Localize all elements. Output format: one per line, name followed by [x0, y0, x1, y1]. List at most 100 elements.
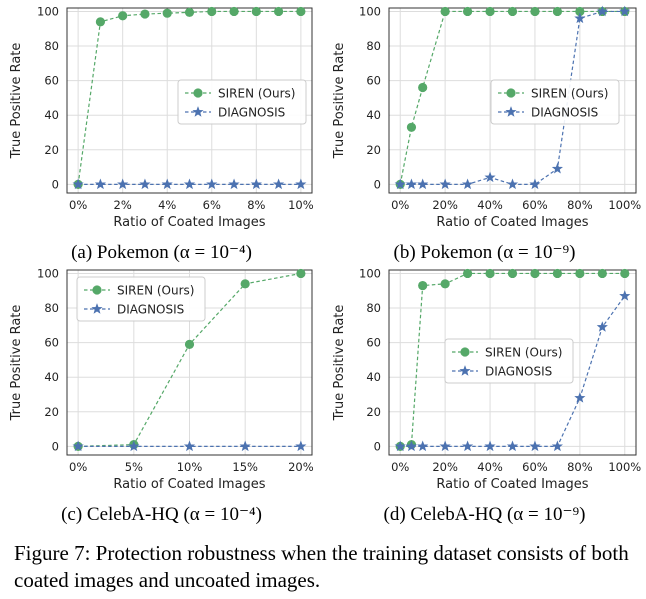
y-tick-label: 0: [52, 177, 59, 191]
y-tick-label: 20: [44, 405, 59, 419]
data-point: [485, 268, 495, 279]
y-axis-label: True Positive Rate: [332, 43, 347, 160]
chart-svg: 0 20 40 60 80 100 0% 20% 40% 60% 80% 100% Ratio of C…: [332, 266, 641, 492]
x-tick-label: 100%: [608, 198, 641, 212]
data-point: [394, 178, 406, 190]
legend-label: SIREN (Ours): [531, 87, 608, 101]
x-tick-label: 0%: [391, 198, 409, 212]
x-tick-label: 2%: [114, 198, 132, 212]
data-point: [462, 6, 473, 17]
y-tick-label: 0: [374, 177, 381, 191]
data-point: [273, 6, 284, 17]
data-point: [72, 178, 84, 190]
legend-label: SIREN (Ours): [117, 284, 194, 298]
data-point: [574, 392, 586, 403]
y-axis-label: True Positive Rate: [9, 43, 24, 160]
data-point: [551, 440, 563, 452]
data-point: [462, 440, 474, 452]
chart-svg: 0 20 40 60 80 100 0% 20% 40% 60% 80% 100% Ratio of C…: [332, 4, 641, 230]
data-point: [485, 6, 495, 17]
x-tick-label: 80%: [567, 198, 593, 212]
chart-panel-c: 0 20 40 60 80 100 0% 5% 10% 15% 20% Ratio of Coated…: [0, 262, 323, 502]
y-tick-label: 80: [44, 39, 59, 53]
figure-caption: Figure 7: Protection robustness when the…: [14, 541, 629, 592]
data-point: [118, 11, 128, 21]
data-point: [240, 279, 250, 289]
x-tick-label: 0%: [69, 198, 87, 212]
x-tick-label: 10%: [288, 198, 314, 212]
y-tick-label: 60: [366, 74, 381, 88]
data-point: [295, 178, 307, 190]
data-point: [417, 178, 429, 190]
subcaption-a: (a) Pokemon (α = 10⁻⁴): [71, 242, 252, 263]
data-point: [183, 178, 196, 190]
x-axis-label: Ratio of Coated Images: [113, 215, 265, 230]
data-point: [418, 82, 428, 93]
x-tick-label: 4%: [158, 198, 176, 212]
legend-label: DIAGNOSIS: [485, 365, 552, 379]
data-point: [239, 440, 251, 452]
legend-marker: [92, 285, 102, 295]
data-point: [552, 268, 563, 279]
data-point: [184, 7, 195, 17]
data-point: [462, 268, 473, 279]
data-point: [207, 6, 217, 17]
subcaption-d: (d) CelebA-HQ (α = 10⁻⁹): [383, 504, 586, 525]
data-point: [273, 178, 285, 190]
data-point: [128, 440, 140, 452]
x-tick-label: 40%: [477, 460, 503, 474]
data-point: [405, 440, 418, 452]
y-tick-label: 40: [44, 370, 59, 384]
legend: SIREN (Ours) DIAGNOSIS: [490, 79, 620, 125]
x-axis-label: Ratio of Coated Images: [436, 477, 588, 492]
legend-box: [490, 79, 620, 125]
y-axis-label: True Positive Rate: [332, 305, 347, 422]
data-point: [574, 12, 586, 24]
legend-box: [76, 276, 206, 322]
data-point: [619, 290, 631, 301]
y-tick-label: 100: [37, 266, 59, 280]
legend-marker: [506, 88, 516, 98]
legend-label: DIAGNOSIS: [117, 303, 184, 317]
legend-label: SIREN (Ours): [218, 87, 295, 101]
data-point: [183, 440, 196, 452]
x-axis-label: Ratio of Coated Images: [436, 215, 588, 230]
y-tick-label: 20: [366, 143, 381, 157]
data-point: [228, 178, 240, 190]
data-point: [529, 178, 541, 190]
data-point: [418, 280, 428, 291]
data-point: [394, 440, 406, 452]
data-point: [530, 268, 540, 279]
data-point: [596, 321, 608, 332]
legend-marker: [459, 365, 471, 376]
x-tick-label: 100%: [608, 460, 641, 474]
x-axis-label: Ratio of Coated Images: [113, 477, 265, 492]
data-point: [250, 178, 262, 190]
data-point: [139, 178, 151, 190]
y-tick-label: 80: [366, 301, 381, 315]
x-tick-label: 20%: [432, 198, 458, 212]
x-tick-label: 40%: [477, 198, 503, 212]
data-point: [506, 440, 519, 452]
x-tick-label: 60%: [522, 460, 548, 474]
legend-marker: [192, 106, 204, 117]
data-point: [417, 440, 429, 452]
y-axis-label: True Positive Rate: [9, 305, 24, 422]
data-point: [484, 440, 496, 452]
y-tick-label: 20: [366, 405, 381, 419]
x-tick-label: 15%: [232, 460, 258, 474]
legend-label: DIAGNOSIS: [218, 106, 285, 120]
series-1: [72, 178, 307, 190]
data-point: [551, 162, 563, 174]
data-point: [619, 5, 631, 17]
data-point: [620, 268, 630, 279]
legend-marker: [460, 347, 470, 357]
legend-marker: [91, 303, 103, 314]
y-tick-label: 100: [37, 4, 59, 18]
data-point: [529, 440, 541, 452]
data-point: [95, 17, 106, 27]
subcaption-b: (b) Pokemon (α = 10⁻⁹): [393, 242, 576, 263]
data-point: [117, 178, 129, 190]
data-point: [229, 6, 239, 17]
data-point: [295, 440, 307, 452]
